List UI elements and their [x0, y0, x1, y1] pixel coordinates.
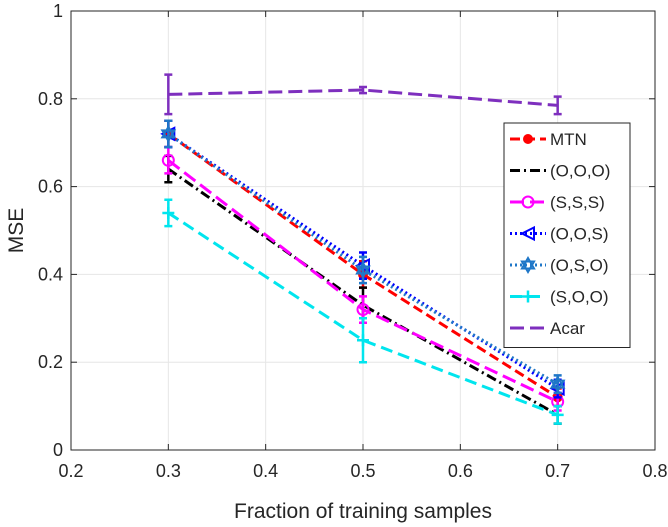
- legend-label: (S,O,O): [550, 288, 609, 307]
- data-point: [355, 265, 371, 280]
- legend-marker: [520, 255, 536, 270]
- legend-marker: [521, 195, 535, 209]
- data-point: [551, 408, 564, 421]
- data-point: [356, 303, 370, 317]
- series-line: [167, 211, 559, 417]
- legend-label: Acar: [550, 319, 585, 338]
- x-tick-label: 0.5: [350, 461, 375, 481]
- axis-ticks: 0.2 0.3 0.4 0.5 0.6 0.7 0.800.20.40.60.81: [38, 1, 668, 481]
- y-tick-label: 0.6: [38, 177, 63, 197]
- y-tick-label: 0.2: [38, 352, 63, 372]
- legend: MTN (O,O,O) (S,S,S) (O,O,S) (O,S,O) (S,O,O) Ac…: [503, 122, 631, 348]
- data-point: [549, 379, 566, 394]
- legend-label: MTN: [550, 130, 587, 149]
- legend-marker: [522, 290, 534, 303]
- data-point: [162, 206, 175, 219]
- legend-entry-acar: Acar: [510, 319, 585, 338]
- y-tick-label: 1: [53, 1, 63, 21]
- data-point: [357, 334, 369, 347]
- data-point: [160, 124, 177, 139]
- x-tick-label: 0.6: [448, 461, 473, 481]
- x-axis-label: Fraction of training samples: [234, 500, 492, 523]
- data-point: [355, 261, 371, 275]
- legend-label: (O,S,O): [550, 256, 609, 275]
- legend-entry-o-o-s: (O,O,S): [510, 225, 609, 244]
- y-axis-label: MSE: [5, 208, 28, 254]
- x-tick-label: 0.4: [253, 461, 278, 481]
- legend-label: (S,S,S): [550, 193, 605, 212]
- x-tick-label: 0.2: [58, 461, 83, 481]
- legend-entry-s-o-o: (S,O,O): [510, 288, 609, 307]
- series-o-s-o: [160, 119, 566, 395]
- error-bar: [553, 95, 562, 116]
- legend-marker: [523, 134, 533, 144]
- y-tick-label: 0: [53, 440, 63, 460]
- series-s-o-o: [162, 198, 564, 425]
- x-tick-label: 0.3: [156, 461, 181, 481]
- y-tick-label: 0.4: [38, 264, 63, 284]
- data-point: [160, 129, 177, 143]
- series-layer: [160, 73, 566, 425]
- series-line: [168, 88, 558, 107]
- legend-entry-o-o-o: (O,O,O): [510, 162, 610, 181]
- x-tick-label: 0.7: [545, 461, 570, 481]
- legend-marker: [519, 225, 535, 242]
- legend-entry-o-s-o: (O,S,O): [510, 255, 609, 275]
- series-acar: [164, 73, 562, 116]
- data-point: [549, 375, 566, 389]
- data-point: [161, 153, 175, 167]
- legend-entry-s-s-s: (S,S,S): [510, 193, 605, 212]
- legend-label: (O,O,S): [550, 225, 609, 244]
- legend-marker: [520, 260, 536, 275]
- legend-label: (O,O,O): [550, 162, 610, 181]
- x-tick-label: 0.8: [642, 461, 667, 481]
- error-bar: [359, 85, 367, 95]
- legend-entry-mtn: MTN: [510, 130, 587, 149]
- y-tick-label: 0.8: [38, 89, 63, 109]
- error-bar: [164, 73, 173, 116]
- series-line: [167, 167, 559, 417]
